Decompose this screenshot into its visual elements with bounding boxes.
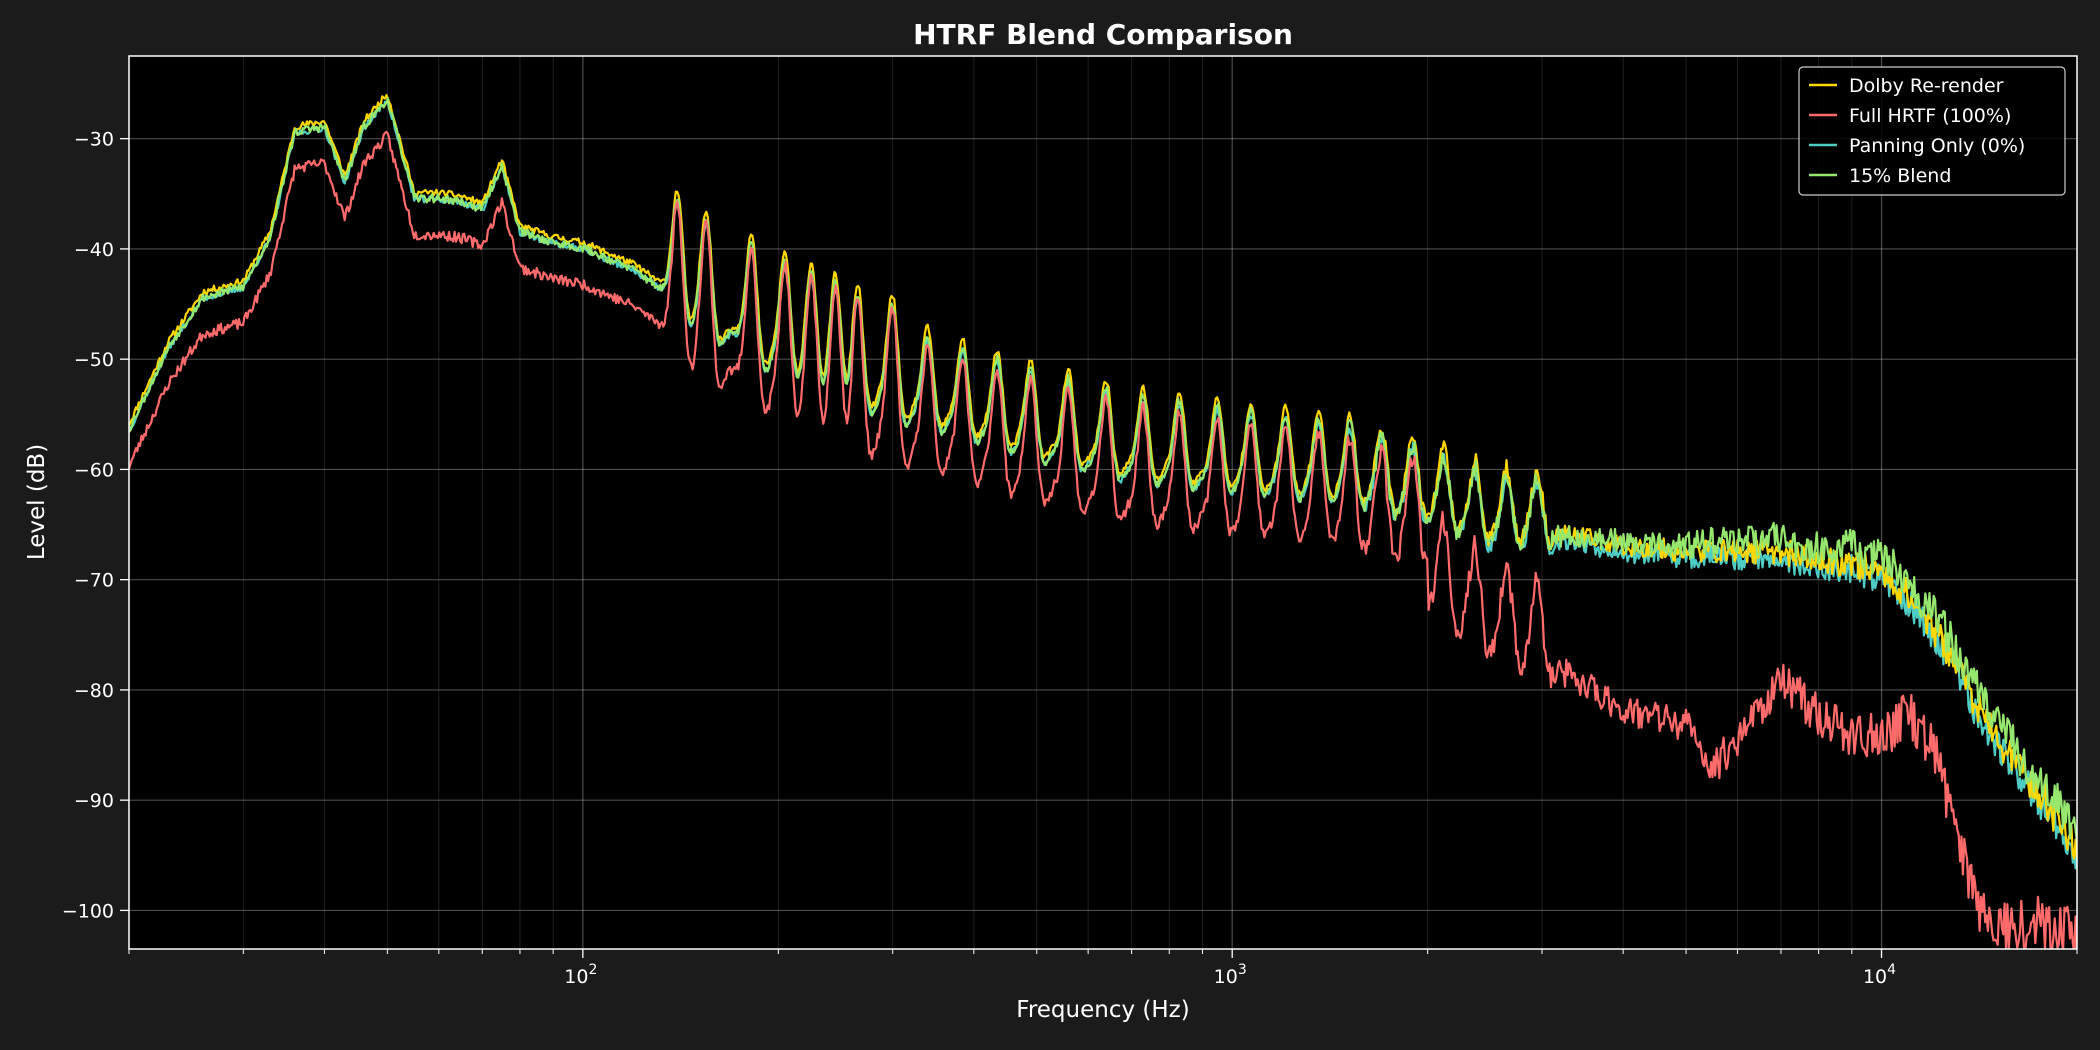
y-axis-ticks: −30 −40 −50 −60 −70 −80 −90 −100: [62, 129, 129, 922]
legend-label: Dolby Re-render: [1849, 75, 2004, 97]
y-tick-label: −60: [74, 459, 114, 481]
legend-label: 15% Blend: [1849, 165, 1951, 187]
series-line: [129, 130, 2077, 949]
x-tick-label-base: 10: [564, 966, 588, 988]
x-axis-label: Frequency (Hz): [1016, 997, 1189, 1023]
y-tick-label: −40: [74, 239, 114, 261]
x-tick-label: 102: [564, 962, 597, 988]
x-tick-label-exponent: 3: [1238, 962, 1247, 978]
x-axis-ticks: 102 103 104: [128, 949, 2078, 988]
plot-frame: [128, 55, 2078, 950]
x-tick-label-base: 10: [1214, 966, 1238, 988]
major-gridlines: [129, 56, 2077, 949]
y-tick-label: −80: [74, 680, 114, 702]
y-tick-label: −30: [74, 129, 114, 151]
series-line: [129, 94, 2077, 860]
x-tick-label: 104: [1863, 962, 1896, 988]
legend-label: Panning Only (0%): [1849, 135, 2025, 157]
series-line: [129, 97, 2077, 842]
chart-title: HTRF Blend Comparison: [913, 18, 1293, 51]
x-tick-label-base: 10: [1863, 966, 1887, 988]
legend-label: Full HRTF (100%): [1849, 105, 2011, 127]
y-tick-label: −70: [74, 570, 114, 592]
y-tick-label: −100: [62, 900, 114, 922]
legend: Dolby Re-render Full HRTF (100%) Panning O…: [1798, 66, 2066, 196]
x-tick-label-exponent: 2: [588, 962, 597, 978]
plot-area: [129, 56, 2077, 949]
x-tick-label-exponent: 4: [1887, 962, 1896, 978]
y-axis-label: Level (dB): [24, 444, 50, 560]
x-tick-label: 103: [1214, 962, 1247, 988]
y-tick-label: −90: [74, 790, 114, 812]
series-lines: [129, 94, 2077, 949]
legend-box: [1798, 66, 2066, 196]
y-tick-label: −50: [74, 349, 114, 371]
